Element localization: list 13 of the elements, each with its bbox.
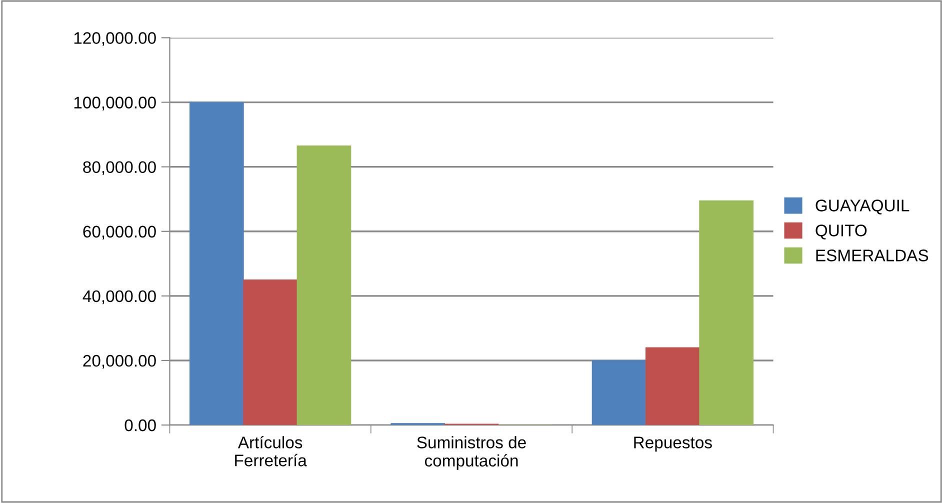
legend-label: ESMERALDAS bbox=[816, 250, 928, 262]
x-tick-label: Suministros de computación bbox=[417, 436, 526, 470]
y-tick-label: 80,000.00 bbox=[83, 161, 156, 175]
y-tick-label: 60,000.00 bbox=[83, 226, 156, 240]
y-tick-label: 100,000.00 bbox=[74, 96, 156, 110]
x-tick-label: Artículos Ferretería bbox=[235, 436, 307, 466]
y-tick-label: 20,000.00 bbox=[83, 354, 156, 369]
legend-label: GUAYAQUIL bbox=[816, 200, 910, 214]
x-tick-label: Repuestos bbox=[634, 436, 712, 452]
y-tick-label: 120,000.00 bbox=[74, 32, 156, 46]
legend-label: QUITO bbox=[816, 224, 867, 240]
y-tick-label: 0.00 bbox=[124, 419, 156, 432]
y-tick-label: 40,000.00 bbox=[82, 290, 156, 304]
